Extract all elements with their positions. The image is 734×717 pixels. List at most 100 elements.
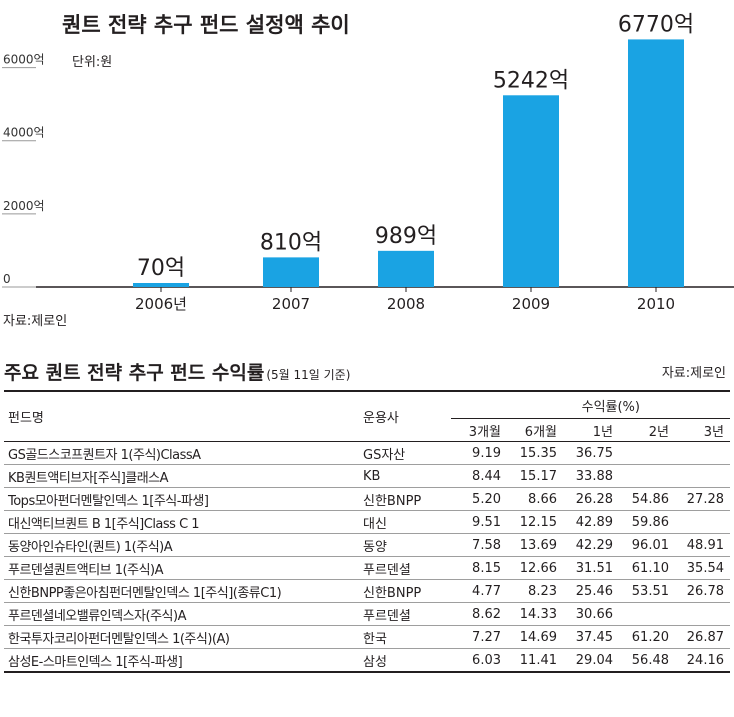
table-row: 한국투자코리아펀더멘탈인덱스 1(주식)(A) 한국 7.27 14.69 37.45 6…: [4, 625, 730, 649]
cell-r2y: 56.48: [619, 648, 675, 673]
table-row: 대신액티브퀀트 B 1[주식]Class C 1 대신 9.51 12.15 42.89…: [4, 510, 730, 534]
x-tick-label: 2007: [272, 295, 310, 313]
cell-manager: 신한BNPP: [359, 487, 451, 511]
header-period-3m: 3개월: [451, 418, 507, 442]
cell-r2y: 96.01: [619, 533, 675, 557]
table-row: 푸르덴셜네오밸류인덱스자(주식)A 푸르덴셜 8.62 14.33 30.66: [4, 602, 730, 626]
cell-name: 동양아인슈타인(퀀트) 1(주식)A: [4, 533, 359, 557]
cell-r6m: 8.66: [507, 487, 563, 511]
bar: [503, 95, 559, 287]
bar-value-label: 5242억: [493, 68, 569, 93]
header-period-1y: 1년: [563, 418, 619, 442]
cell-r1y: 42.29: [563, 533, 619, 557]
bar-chart: 0 2000억 4000억 6000억 70억 2006년 810억 2007 989억 2008…: [0, 0, 734, 335]
cell-r6m: 8.23: [507, 579, 563, 603]
cell-r3m: 8.15: [451, 556, 507, 580]
cell-r3m: 7.58: [451, 533, 507, 557]
cell-r1y: 31.51: [563, 556, 619, 580]
table-source: 자료:제로인: [661, 366, 726, 381]
cell-r6m: 14.69: [507, 625, 563, 649]
header-fund-name: 펀드명: [4, 391, 359, 442]
table-row: 동양아인슈타인(퀀트) 1(주식)A 동양 7.58 13.69 42.29 96.01 4…: [4, 533, 730, 557]
cell-r3y: 27.28: [675, 487, 730, 511]
cell-r3m: 5.20: [451, 487, 507, 511]
cell-r3y: 24.16: [675, 648, 730, 673]
y-tick-label: 6000억: [3, 53, 45, 67]
table-title-text: 주요 퀀트 전략 추구 펀드 수익률: [4, 362, 265, 384]
chart-unit: 단위:원: [72, 55, 113, 70]
cell-r6m: 11.41: [507, 648, 563, 673]
x-tick-label: 2006년: [135, 295, 187, 313]
table-row: Tops모아펀더멘탈인덱스 1[주식-파생] 신한BNPP 5.20 8.66 26.2…: [4, 487, 730, 511]
cell-r1y: 33.88: [563, 464, 619, 488]
cell-r3m: 4.77: [451, 579, 507, 603]
cell-name: 대신액티브퀀트 B 1[주식]Class C 1: [4, 510, 359, 534]
header-period-6m: 6개월: [507, 418, 563, 442]
y-tick-label: 0: [3, 272, 11, 286]
cell-manager: 동양: [359, 533, 451, 557]
cell-r1y: 29.04: [563, 648, 619, 673]
cell-r2y: 61.10: [619, 556, 675, 580]
cell-r2y: [619, 602, 675, 626]
cell-manager: 푸르덴셜: [359, 602, 451, 626]
cell-r3y: [675, 602, 730, 626]
table-row: 푸르덴셜퀀트액티브 1(주식)A 푸르덴셜 8.15 12.66 31.51 61.10 3…: [4, 556, 730, 580]
cell-name: Tops모아펀더멘탈인덱스 1[주식-파생]: [4, 487, 359, 511]
cell-r3y: 26.78: [675, 579, 730, 603]
returns-table: 펀드명 운용사 수익률(%) 3개월 6개월 1년 2년 3년 GS골드스코프퀀…: [4, 390, 730, 673]
cell-r3m: 9.51: [451, 510, 507, 534]
header-period-3y: 3년: [675, 418, 730, 442]
chart-canvas: 0 2000억 4000억 6000억 70억 2006년 810억 2007 989억 2008…: [2, 12, 734, 313]
cell-name: KB퀀트액티브자[주식]클래스A: [4, 464, 359, 488]
cell-r3m: 7.27: [451, 625, 507, 649]
cell-name: 푸르덴셜퀀트액티브 1(주식)A: [4, 556, 359, 580]
bar: [628, 39, 684, 287]
chart-title: 퀀트 전략 추구 펀드 설정액 추이: [62, 13, 350, 37]
cell-r1y: 42.89: [563, 510, 619, 534]
cell-r3m: 8.44: [451, 464, 507, 488]
cell-r3y: [675, 510, 730, 534]
bar: [378, 250, 434, 287]
cell-r6m: 15.17: [507, 464, 563, 488]
x-tick-label: 2010: [637, 295, 675, 313]
bar: [263, 257, 319, 287]
cell-r3m: 9.19: [451, 441, 507, 465]
cell-r6m: 12.66: [507, 556, 563, 580]
cell-manager: 대신: [359, 510, 451, 534]
cell-r3m: 8.62: [451, 602, 507, 626]
bar-value-label: 70억: [137, 256, 185, 281]
table-row: GS골드스코프퀀트자 1(주식)ClassA GS자산 9.19 15.35 36.75: [4, 441, 730, 465]
bar-value-label: 810억: [260, 230, 322, 255]
cell-manager: 푸르덴셜: [359, 556, 451, 580]
cell-manager: 삼성: [359, 648, 451, 673]
cell-r1y: 26.28: [563, 487, 619, 511]
cell-r1y: 25.46: [563, 579, 619, 603]
cell-r3y: 35.54: [675, 556, 730, 580]
x-tick-label: 2009: [512, 295, 550, 313]
cell-manager: 한국: [359, 625, 451, 649]
table-row: KB퀀트액티브자[주식]클래스A KB 8.44 15.17 33.88: [4, 464, 730, 488]
cell-manager: GS자산: [359, 441, 451, 465]
cell-r2y: [619, 441, 675, 465]
table-title: 주요 퀀트 전략 추구 펀드 수익률 (5월 11일 기준): [4, 358, 350, 385]
cell-r2y: 53.51: [619, 579, 675, 603]
bar: [133, 283, 189, 287]
cell-r2y: 54.86: [619, 487, 675, 511]
table-row: 삼성E-스마트인덱스 1[주식-파생] 삼성 6.03 11.41 29.04 56.48…: [4, 648, 730, 673]
y-tick-label: 4000억: [3, 126, 45, 140]
cell-r3y: 26.87: [675, 625, 730, 649]
cell-r6m: 15.35: [507, 441, 563, 465]
cell-manager: 신한BNPP: [359, 579, 451, 603]
cell-r1y: 30.66: [563, 602, 619, 626]
cell-r1y: 37.45: [563, 625, 619, 649]
cell-name: 삼성E-스마트인덱스 1[주식-파생]: [4, 648, 359, 673]
cell-name: 신한BNPP좋은아침펀더멘탈인덱스 1[주식](종류C1): [4, 579, 359, 603]
cell-r6m: 13.69: [507, 533, 563, 557]
cell-r3y: [675, 441, 730, 465]
chart-source: 자료:제로인: [3, 314, 68, 329]
cell-r6m: 12.15: [507, 510, 563, 534]
cell-r3y: [675, 464, 730, 488]
x-tick-label: 2008: [387, 295, 425, 313]
cell-r2y: [619, 464, 675, 488]
cell-manager: KB: [359, 464, 451, 488]
